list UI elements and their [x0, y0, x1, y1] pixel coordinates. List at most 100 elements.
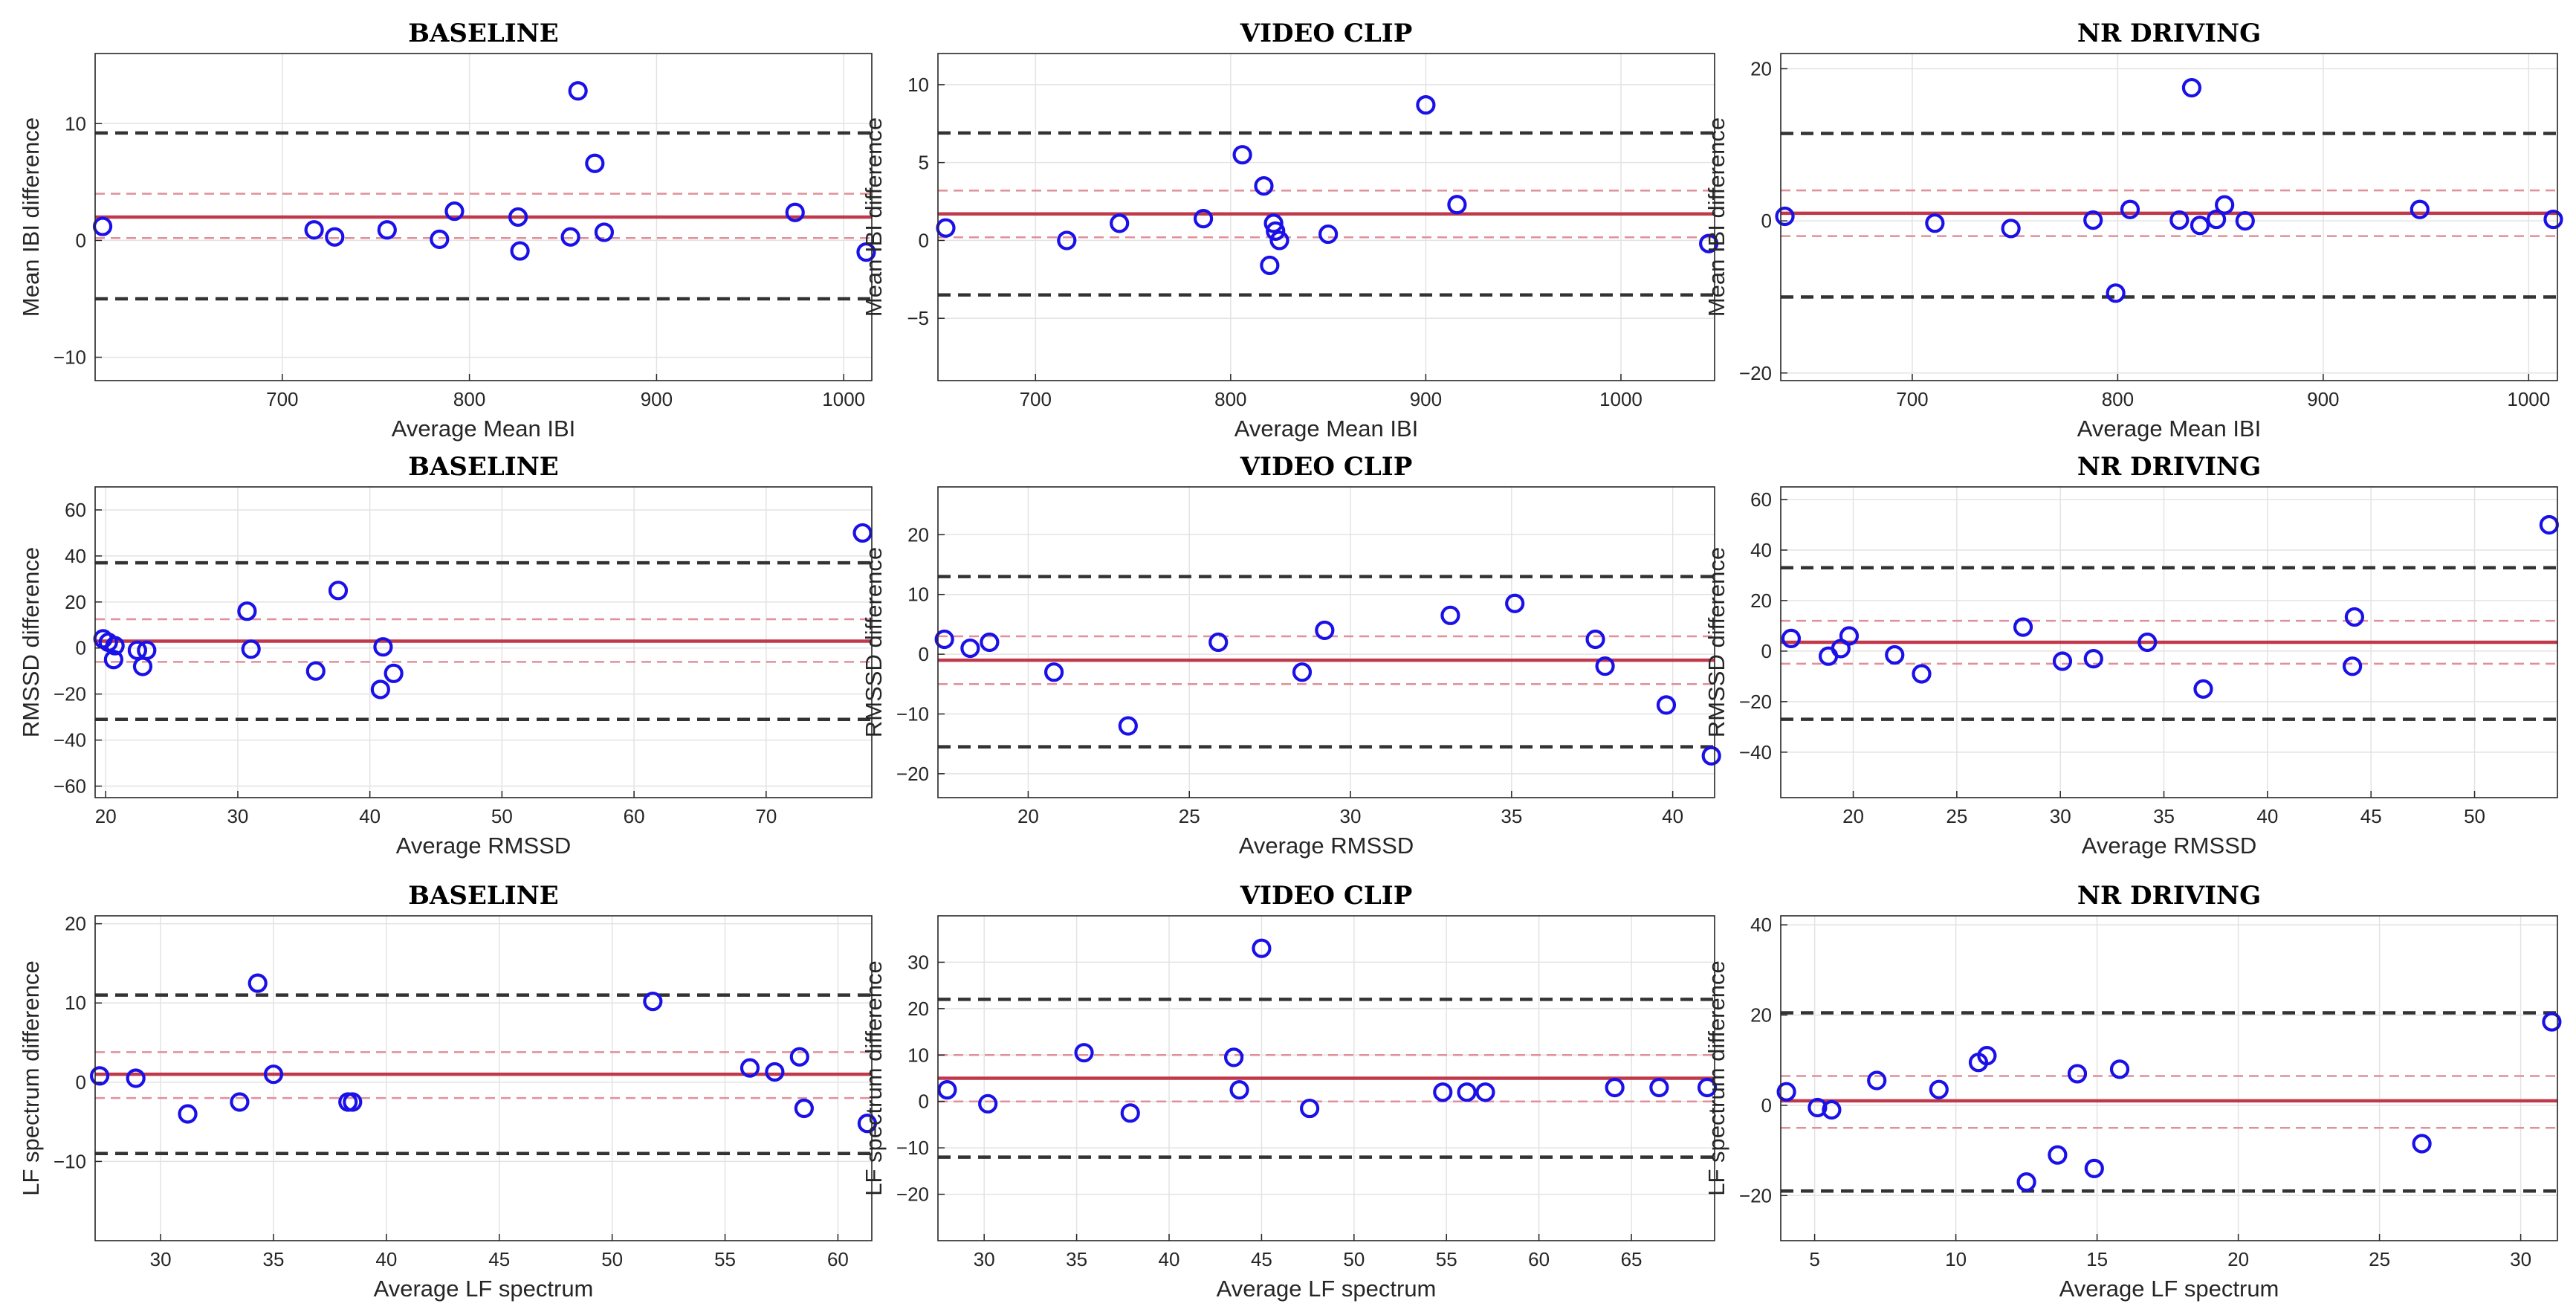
x-tick-label: 35	[1066, 1248, 1087, 1270]
data-point	[384, 663, 404, 683]
y-tick-label: −10	[896, 702, 929, 725]
x-axis-label: Average LF spectrum	[374, 1276, 594, 1302]
x-tick-label: 40	[2256, 805, 2278, 827]
data-point	[2013, 617, 2033, 637]
data-point	[740, 1058, 760, 1078]
y-tick-label: −20	[896, 763, 929, 785]
data-point	[263, 1064, 284, 1085]
data-point	[1120, 1103, 1140, 1123]
y-axis-label: RMSSD difference	[1703, 547, 1729, 737]
data-point	[105, 636, 125, 656]
data-point	[1867, 1070, 1887, 1091]
data-point	[960, 638, 980, 659]
x-tick-label: 25	[1179, 805, 1200, 827]
data-point	[377, 220, 397, 240]
data-point	[325, 227, 345, 247]
data-point	[305, 661, 326, 681]
plot-area	[938, 487, 1715, 798]
y-axis-label: RMSSD difference	[18, 547, 44, 737]
data-point	[1300, 1098, 1320, 1119]
y-tick-label: 20	[1750, 589, 1772, 612]
x-tick-label: 5	[1809, 1248, 1819, 1270]
y-tick-label: −10	[54, 346, 86, 369]
data-point	[2543, 209, 2563, 230]
data-point	[373, 637, 393, 657]
axes-frame	[94, 915, 873, 1241]
data-point	[585, 153, 605, 173]
axes-frame	[94, 486, 873, 798]
y-tick-label: −20	[54, 683, 86, 705]
data-point	[2235, 211, 2255, 231]
data-point	[2084, 1158, 2104, 1178]
data-point	[1260, 255, 1280, 276]
panel-title: BASELINE	[408, 19, 558, 48]
x-tick-label: 40	[1662, 805, 1683, 827]
data-point	[1315, 620, 1335, 641]
y-tick-label: −20	[1739, 691, 1772, 713]
panel-title: BASELINE	[408, 881, 558, 911]
x-tick-label: 20	[1842, 805, 1864, 827]
plot-area	[1781, 54, 2557, 381]
data-point	[765, 1062, 785, 1082]
y-tick-label: −60	[54, 775, 86, 798]
data-point	[2109, 1059, 2130, 1079]
data-point	[2181, 77, 2202, 98]
y-tick-label: 0	[919, 643, 929, 665]
data-point	[1977, 1046, 1997, 1066]
x-tick-label: 40	[359, 805, 381, 827]
y-tick-label: 20	[907, 523, 929, 546]
y-tick-label: 0	[1761, 1094, 1772, 1117]
y-tick-label: −5	[907, 307, 929, 329]
x-tick-label: 35	[2153, 805, 2175, 827]
y-axis-label: LF spectrum difference	[861, 960, 887, 1195]
x-tick-label: 50	[1343, 1248, 1365, 1270]
data-point	[934, 629, 954, 650]
x-tick-label: 700	[1896, 388, 1928, 410]
y-tick-label: 0	[919, 229, 929, 251]
x-tick-label: 50	[491, 805, 513, 827]
data-point	[2206, 209, 2227, 230]
y-tick-label: 20	[1750, 57, 1772, 80]
data-point	[560, 227, 580, 247]
data-point	[1697, 1077, 1718, 1098]
data-point	[1781, 628, 1802, 649]
data-point	[444, 201, 465, 222]
data-point	[1775, 206, 1795, 227]
x-tick-label: 700	[1020, 388, 1052, 410]
panel-title: VIDEO CLIP	[1240, 881, 1413, 911]
x-tick-label: 30	[2050, 805, 2071, 827]
y-tick-label: 0	[76, 637, 86, 659]
data-point	[2343, 656, 2363, 676]
y-tick-label: −20	[1739, 1184, 1772, 1206]
data-point	[1232, 145, 1252, 165]
data-point	[247, 973, 268, 993]
data-point	[856, 242, 876, 262]
data-point	[1074, 1043, 1094, 1063]
data-point	[937, 1080, 957, 1100]
data-point	[1118, 716, 1138, 736]
data-point	[508, 207, 528, 227]
data-point	[1057, 230, 1077, 251]
data-point	[1110, 213, 1130, 233]
y-tick-label: 10	[907, 74, 929, 96]
data-point	[1776, 1082, 1796, 1102]
panel-title: NR DRIVING	[2077, 452, 2261, 482]
x-tick-label: 30	[2510, 1248, 2531, 1270]
panel-title: BASELINE	[408, 452, 558, 482]
y-tick-label: 10	[65, 112, 86, 135]
data-point	[1208, 632, 1229, 653]
data-point	[1292, 662, 1313, 682]
x-tick-label: 55	[714, 1248, 736, 1270]
x-tick-label: 30	[227, 805, 248, 827]
x-axis-label: Average RMSSD	[396, 833, 571, 859]
y-tick-label: 40	[1750, 914, 1772, 936]
x-tick-label: 50	[2464, 805, 2485, 827]
data-point	[1318, 224, 1339, 245]
y-tick-label: −10	[896, 1137, 929, 1159]
y-tick-label: 60	[1750, 488, 1772, 511]
data-point	[857, 1114, 878, 1134]
y-tick-label: 20	[65, 913, 86, 935]
axes-frame	[937, 486, 1715, 798]
data-point	[794, 1098, 814, 1119]
